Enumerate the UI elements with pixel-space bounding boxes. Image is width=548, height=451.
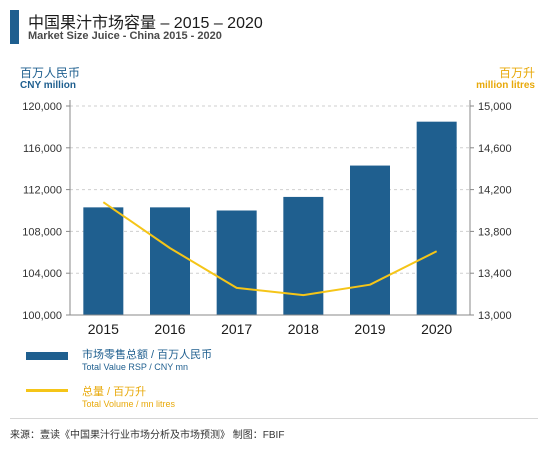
chart-subtitle: Market Size Juice - China 2015 - 2020 xyxy=(28,30,222,42)
source-note: 来源：壹读《中国果汁行业市场分析及市场预测》 制图：FBIF xyxy=(10,430,285,441)
bar-2018 xyxy=(283,196,324,315)
x-tick-label: 2018 xyxy=(288,321,319,337)
right-tick-label: 14,200 xyxy=(478,185,512,197)
right-tick-label: 14,600 xyxy=(478,143,512,155)
left-tick-label: 100,000 xyxy=(22,310,62,322)
x-tick-label: 2015 xyxy=(88,321,119,337)
right-axis-label-cn: 百万升 xyxy=(498,66,535,80)
left-tick-label: 120,000 xyxy=(22,101,62,113)
left-axis-label-cn: 百万人民币 xyxy=(20,66,81,80)
title-accent-bar xyxy=(10,10,19,44)
chart-title: 中国果汁市场容量 – 2015 – 2020 xyxy=(28,15,263,32)
footer-divider xyxy=(10,418,538,419)
right-tick-label: 13,800 xyxy=(478,226,512,238)
grid-lines xyxy=(70,105,470,274)
left-axis-label-en: CNY million xyxy=(20,80,76,91)
left-tick-label: 116,000 xyxy=(23,143,62,155)
legend-bar-label-cn: 市场零售总额 / 百万人民币 xyxy=(82,349,213,361)
x-tick-label: 2016 xyxy=(154,321,185,337)
axis-ticks: 100,000 104,000 108,000 112,000 116,000 120,0… xyxy=(22,100,512,337)
legend-bar-label-en: Total Value RSP / CNY mn xyxy=(82,362,189,372)
legend-line-label-cn: 总量 / 百万升 xyxy=(82,386,147,398)
x-tick-label: 2017 xyxy=(221,321,252,337)
bar-series xyxy=(83,121,457,315)
left-tick-label: 104,000 xyxy=(22,268,62,280)
right-tick-label: 13,400 xyxy=(478,268,512,280)
right-axis-label-en: million litres xyxy=(476,80,535,91)
x-tick-label: 2019 xyxy=(354,321,385,337)
right-tick-label: 13,000 xyxy=(478,310,512,322)
legend-bar-swatch xyxy=(26,352,68,360)
bar-2019 xyxy=(350,165,390,315)
volume-line xyxy=(102,201,438,297)
legend-line-label-en: Total Volume / mn litres xyxy=(82,399,176,409)
bar-2020 xyxy=(416,121,457,315)
bar-2015 xyxy=(83,207,124,315)
left-tick-label: 108,000 xyxy=(22,226,62,238)
legend-line-swatch xyxy=(26,389,68,392)
right-tick-label: 15,000 xyxy=(478,101,512,113)
bar-2016 xyxy=(150,207,190,315)
bar-2017 xyxy=(216,210,257,315)
x-tick-label: 2020 xyxy=(421,321,452,337)
line-series xyxy=(102,201,438,297)
left-tick-label: 112,000 xyxy=(23,185,62,197)
